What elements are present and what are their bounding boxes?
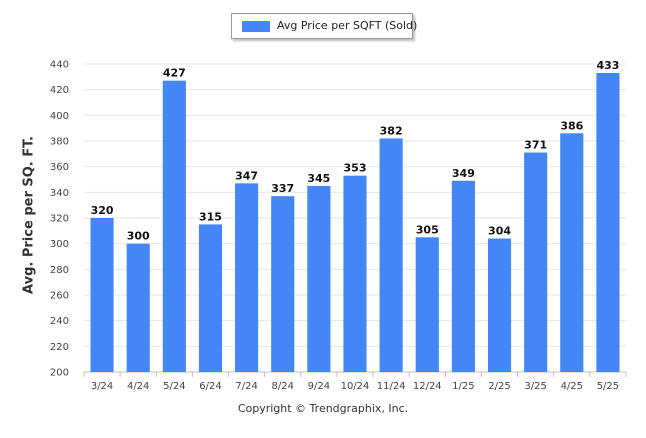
bar bbox=[379, 138, 403, 372]
bar bbox=[451, 180, 475, 372]
data-label: 337 bbox=[271, 182, 294, 195]
data-label: 347 bbox=[235, 169, 258, 182]
data-label: 349 bbox=[452, 167, 475, 180]
x-tick-label: 12/24 bbox=[413, 381, 442, 392]
y-tick-label: 440 bbox=[50, 60, 69, 71]
data-label: 304 bbox=[488, 225, 511, 238]
bar bbox=[560, 133, 584, 372]
bar bbox=[126, 243, 150, 372]
data-label: 315 bbox=[199, 210, 222, 223]
legend-swatch bbox=[242, 21, 270, 32]
x-tick-label: 3/25 bbox=[524, 381, 546, 392]
bar bbox=[271, 196, 295, 372]
bar bbox=[90, 218, 114, 372]
bar bbox=[343, 175, 367, 372]
bar bbox=[524, 152, 548, 372]
copyright-text: Copyright © Trendgraphix, Inc. bbox=[237, 402, 409, 415]
data-label: 427 bbox=[163, 67, 186, 80]
y-tick-label: 360 bbox=[50, 162, 69, 173]
bar bbox=[235, 183, 259, 372]
y-tick-label: 420 bbox=[50, 85, 69, 96]
data-label: 320 bbox=[91, 204, 114, 217]
data-label-layer: 320 300 427 315 347 337 345 353 382 305 349 304 371 3… bbox=[91, 59, 620, 243]
bar bbox=[162, 80, 186, 372]
x-tick-label: 3/24 bbox=[91, 381, 113, 392]
x-tick-label: 10/24 bbox=[341, 381, 370, 392]
y-tick-label: 400 bbox=[50, 111, 69, 122]
y-tick-label: 320 bbox=[50, 214, 69, 225]
y-tick-label: 300 bbox=[50, 239, 69, 250]
x-tick-label: 9/24 bbox=[308, 381, 330, 392]
x-tick-label: 2/25 bbox=[488, 381, 510, 392]
y-tick-label: 200 bbox=[50, 368, 69, 379]
data-label: 433 bbox=[596, 59, 619, 72]
data-label: 382 bbox=[380, 124, 403, 137]
bar bbox=[307, 185, 331, 372]
x-tick-label: 4/24 bbox=[127, 381, 149, 392]
data-label: 371 bbox=[524, 139, 547, 152]
y-tick-label: 240 bbox=[50, 316, 69, 327]
legend-label: Avg Price per SQFT (Sold) bbox=[277, 19, 418, 32]
bar bbox=[487, 238, 512, 372]
x-tick-label: 4/25 bbox=[561, 381, 583, 392]
data-label: 345 bbox=[307, 172, 330, 185]
bar bbox=[415, 237, 439, 372]
bar bbox=[198, 224, 223, 372]
y-tick-label: 280 bbox=[50, 265, 69, 276]
x-tick-label: 8/24 bbox=[271, 381, 293, 392]
y-tick-label: 340 bbox=[50, 188, 69, 199]
x-tick-label: 11/24 bbox=[377, 381, 406, 392]
y-tick-label: 220 bbox=[50, 342, 69, 353]
y-axis-title: Avg. Price per SQ. FT. bbox=[21, 136, 37, 294]
x-tick-label: 6/24 bbox=[199, 381, 221, 392]
data-label: 300 bbox=[127, 230, 150, 243]
x-tick-label: 5/25 bbox=[597, 381, 619, 392]
x-tick-label: 1/25 bbox=[452, 381, 474, 392]
legend[interactable]: Avg Price per SQFT (Sold) bbox=[231, 13, 417, 39]
y-tick-label: 380 bbox=[50, 137, 69, 148]
data-label: 305 bbox=[416, 223, 439, 236]
x-tick-label: 7/24 bbox=[235, 381, 257, 392]
y-tick-label: 260 bbox=[50, 291, 69, 302]
x-tick-label: 5/24 bbox=[163, 381, 185, 392]
bar bbox=[596, 72, 620, 372]
bar-layer bbox=[90, 72, 620, 372]
data-label: 353 bbox=[344, 162, 367, 175]
data-label: 386 bbox=[560, 119, 583, 132]
